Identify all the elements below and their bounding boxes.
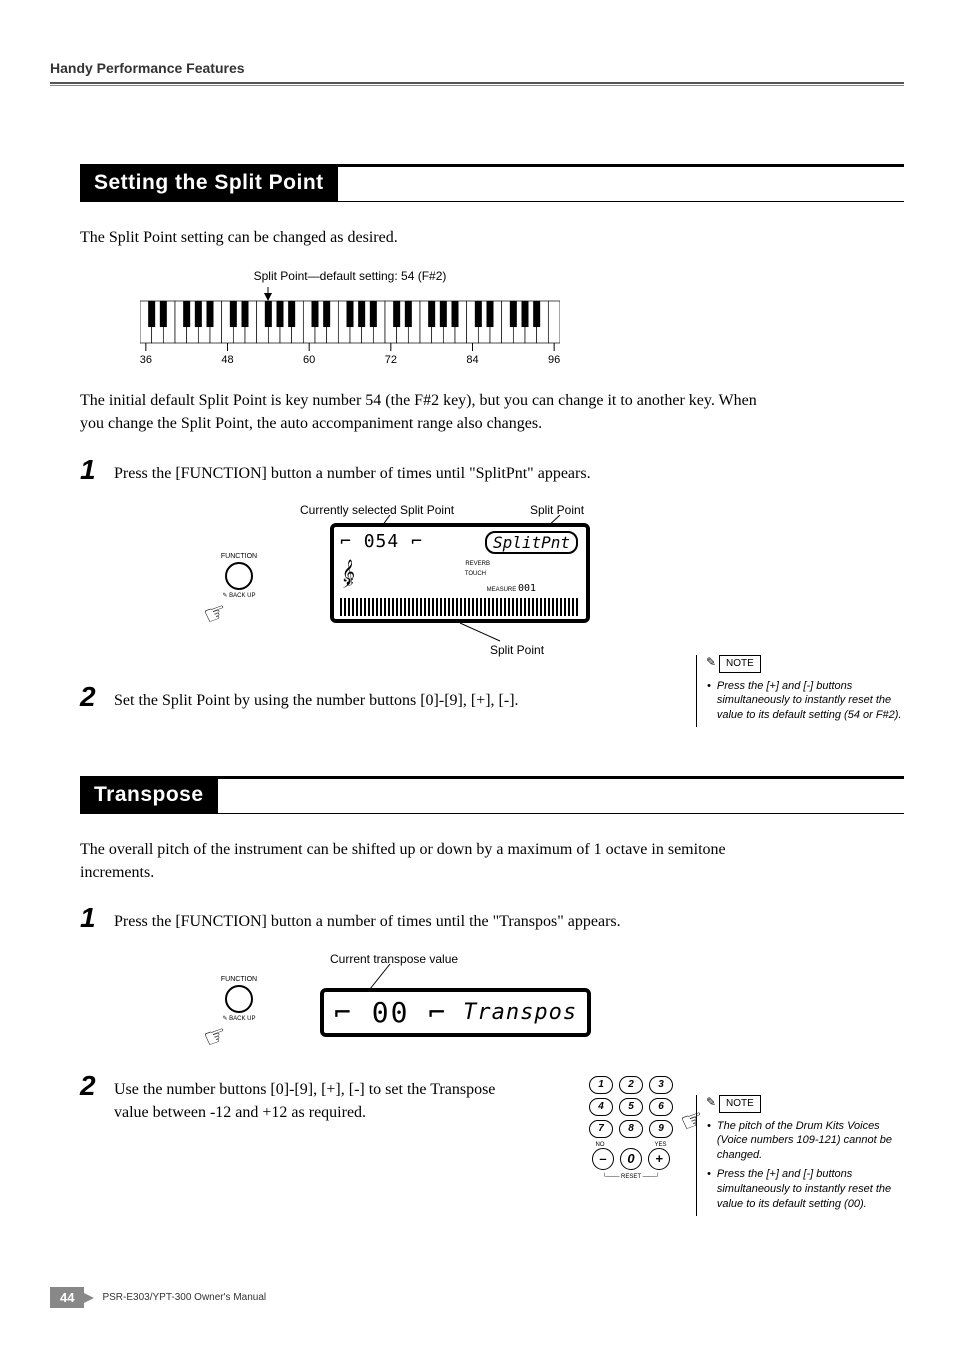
- numpad-5: 5: [619, 1098, 643, 1116]
- svg-text:48: 48: [221, 354, 233, 366]
- backup-label: ✎ BACK UP: [200, 1015, 278, 1022]
- numpad-plus: +: [648, 1148, 670, 1170]
- keyboard-caption: Split Point—default setting: 54 (F#2): [140, 269, 560, 283]
- numpad-7: 7: [589, 1120, 613, 1138]
- numpad-8: 8: [619, 1120, 643, 1138]
- transpose-figure: Current transpose value FUNCTION ✎ BACK …: [180, 952, 904, 1052]
- numpad-6: 6: [649, 1098, 673, 1116]
- lcd-value: ⌐ 00 ⌐: [334, 996, 447, 1029]
- step-1-transpose: 1 Press the [FUNCTION] button a number o…: [80, 904, 904, 933]
- numpad-minus: –: [592, 1148, 614, 1170]
- svg-text:96: 96: [548, 354, 560, 366]
- note-item: • The pitch of the Drum Kits Voices (Voi…: [707, 1119, 906, 1164]
- keyboard-svg: 36 48 60 72 84 96: [140, 287, 560, 367]
- bullet-icon: •: [707, 1167, 711, 1212]
- backup-text: BACK UP: [229, 1016, 255, 1022]
- backup-label: ✎ BACK UP: [200, 592, 278, 599]
- mini-keyboard-icon: [340, 598, 580, 616]
- lcd-label: SplitPnt: [485, 531, 578, 554]
- step-number: 1: [80, 904, 102, 932]
- step-number: 2: [80, 683, 102, 711]
- heading-transpose: Transpose: [80, 779, 218, 813]
- lcd-value: ⌐ 054 ⌐: [340, 531, 423, 552]
- numpad-4: 4: [589, 1098, 613, 1116]
- step-text: Press the [FUNCTION] button a number of …: [114, 456, 591, 485]
- callout-split-point-bottom: Split Point: [490, 643, 544, 657]
- lcd-label: Transpos: [463, 1000, 577, 1025]
- step-text: Set the Split Point by using the number …: [114, 683, 519, 712]
- function-button-icon: FUNCTION ✎ BACK UP ☞: [200, 553, 278, 625]
- label-touch: TOUCH: [465, 571, 486, 577]
- numpad-9: 9: [649, 1120, 673, 1138]
- section-heading-split-point: Setting the Split Point: [80, 164, 904, 202]
- note-text: The pitch of the Drum Kits Voices (Voice…: [717, 1119, 906, 1164]
- note-label: NOTE: [719, 655, 761, 673]
- header-rule: [50, 82, 904, 86]
- note-text: Press the [+] and [-] buttons simultaneo…: [717, 679, 906, 724]
- bullet-icon: •: [707, 679, 711, 724]
- hand-icon: ☞: [200, 1018, 232, 1054]
- lcd-value-text: 054: [364, 531, 400, 552]
- label-measure: MEASURE 001: [487, 583, 536, 594]
- function-circle-icon: [225, 985, 253, 1013]
- numpad-no: NO: [595, 1142, 604, 1148]
- note-text: Press the [+] and [-] buttons simultaneo…: [717, 1167, 906, 1212]
- numpad-reset: └─── RESET ───┘: [566, 1174, 696, 1180]
- hand-icon: ☞: [200, 596, 232, 632]
- keyboard-diagram: Split Point—default setting: 54 (F#2) 36…: [140, 269, 904, 367]
- note-item: • Press the [+] and [-] buttons simultan…: [707, 1167, 906, 1212]
- numpad-icon: 1 2 3 4 5 6 7 8 9 NO YES – 0 + └─── RESET…: [566, 1076, 696, 1180]
- transpose-intro: The overall pitch of the instrument can …: [80, 838, 760, 884]
- note-item: • Press the [+] and [-] buttons simultan…: [707, 679, 906, 724]
- numpad-yes: YES: [654, 1142, 666, 1148]
- page-number: 44: [50, 1287, 84, 1308]
- note-box-transpose: NOTE • The pitch of the Drum Kits Voices…: [696, 1095, 906, 1216]
- section-bottom-rule: [80, 201, 904, 202]
- bullet-icon: •: [707, 1119, 711, 1164]
- step-number: 2: [80, 1072, 102, 1100]
- header-section-title: Handy Performance Features: [50, 60, 904, 76]
- bottom-callout-line: [330, 623, 590, 643]
- step-text: Press the [FUNCTION] button a number of …: [114, 904, 621, 933]
- heading-setting-split-point: Setting the Split Point: [80, 167, 338, 201]
- numpad-2: 2: [619, 1076, 643, 1094]
- lcd-display: ⌐ 054 ⌐ SplitPnt 𝄞 𝄢 REVERB TOUCH MEASUR…: [330, 523, 590, 623]
- svg-text:72: 72: [385, 354, 397, 366]
- manual-reference: PSR-E303/YPT-300 Owner's Manual: [102, 1292, 266, 1303]
- split-point-figure: Currently selected Split Point Split Poi…: [180, 503, 904, 663]
- label-reverb: REVERB: [465, 561, 490, 567]
- backup-text: BACK UP: [229, 593, 255, 599]
- function-circle-icon: [225, 562, 253, 590]
- svg-text:36: 36: [140, 354, 152, 366]
- svg-text:84: 84: [466, 354, 478, 366]
- note-box-split-point: NOTE • Press the [+] and [-] buttons sim…: [696, 655, 906, 727]
- split-point-paragraph: The initial default Split Point is key n…: [80, 389, 760, 435]
- page-footer: 44 PSR-E303/YPT-300 Owner's Manual: [50, 1287, 266, 1308]
- step-number: 1: [80, 456, 102, 484]
- function-label: FUNCTION: [200, 976, 278, 983]
- numpad-0: 0: [620, 1148, 642, 1170]
- step-1-split-point: 1 Press the [FUNCTION] button a number o…: [80, 456, 904, 485]
- function-button-icon: FUNCTION ✎ BACK UP ☞: [200, 976, 278, 1048]
- lcd-display-transpose: ⌐ 00 ⌐ Transpos: [320, 988, 591, 1037]
- svg-text:60: 60: [303, 354, 315, 366]
- step-text: Use the number buttons [0]-[9], [+], [-]…: [114, 1072, 534, 1124]
- split-point-intro: The Split Point setting can be changed a…: [80, 226, 760, 249]
- page-header: Handy Performance Features: [0, 0, 954, 96]
- note-label: NOTE: [719, 1095, 761, 1113]
- lcd-value-text: 00: [372, 996, 410, 1029]
- numpad-1: 1: [589, 1076, 613, 1094]
- section-heading-transpose: Transpose: [80, 776, 904, 814]
- numpad-3: 3: [649, 1076, 673, 1094]
- section-bottom-rule: [80, 813, 904, 814]
- function-label: FUNCTION: [200, 553, 278, 560]
